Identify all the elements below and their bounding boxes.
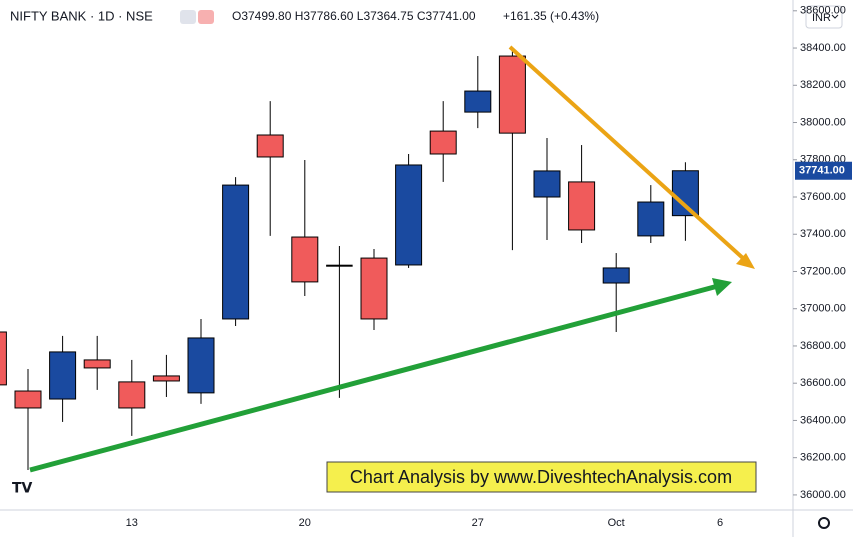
- candle-body: [498, 55, 526, 134]
- candle-body: [429, 130, 457, 155]
- candle-body: [118, 381, 146, 409]
- candle-body: [464, 90, 492, 113]
- indicator-toggle[interactable]: [180, 10, 196, 24]
- arrow-head: [712, 278, 732, 296]
- y-tick-label: 37400.00: [800, 228, 846, 240]
- candle-body: [222, 184, 250, 320]
- y-tick-label: 38200.00: [800, 79, 846, 91]
- settings-button[interactable]: [818, 517, 830, 529]
- currency-button[interactable]: [805, 5, 843, 29]
- candle-body: [395, 164, 423, 266]
- candle-body: [187, 337, 215, 394]
- last-price-label: 37741.00: [799, 165, 845, 177]
- x-tick-label: 6: [717, 517, 723, 529]
- chart-title: NIFTY BANK · 1D · NSE: [10, 8, 153, 23]
- x-tick-label: Oct: [608, 517, 625, 529]
- annotation-box: [326, 461, 757, 493]
- y-tick-label: 36200.00: [800, 452, 846, 464]
- arrow-head: [736, 253, 755, 269]
- support-trend-line: [29, 283, 719, 473]
- y-tick-label: 37600.00: [800, 191, 846, 203]
- y-tick-label: 36600.00: [800, 377, 846, 389]
- currency-label: INR: [812, 12, 831, 24]
- x-tick-label: 27: [472, 517, 484, 529]
- candle-body: [602, 267, 630, 284]
- candle-body: [83, 359, 111, 369]
- resistance-trend-line: [508, 45, 747, 262]
- y-tick-label: 38600.00: [800, 5, 846, 17]
- y-tick-label: 38000.00: [800, 116, 846, 128]
- candle-body: [533, 170, 561, 198]
- candle-body: [49, 351, 77, 400]
- last-price-tag: [795, 161, 852, 180]
- ohlc-legend: O37499.80 H37786.60 L37364.75 C37741.00: [232, 9, 476, 23]
- change-legend: +161.35 (+0.43%): [503, 9, 599, 23]
- candle-body: [152, 375, 180, 382]
- y-tick-label: 36800.00: [800, 340, 846, 352]
- y-tick-label: 36400.00: [800, 414, 846, 426]
- candle-body: [326, 264, 353, 267]
- candle-body: [360, 257, 388, 320]
- y-tick-label: 37000.00: [800, 303, 846, 315]
- y-tick-label: 36000.00: [800, 489, 846, 501]
- candle-body: [291, 236, 319, 283]
- candle-body: [568, 181, 596, 231]
- x-tick-label: 13: [126, 517, 138, 529]
- candle-body: [637, 201, 665, 237]
- candles: [0, 48, 699, 470]
- y-tick-label: 37200.00: [800, 265, 846, 277]
- candle-body: [256, 134, 284, 158]
- candle-body: [0, 331, 7, 386]
- tv-logo: 𝗧𝗩: [12, 480, 33, 496]
- y-tick-label: 38400.00: [800, 42, 846, 54]
- annotation: Chart Analysis by www.DiveshtechAnalysis…: [350, 467, 732, 487]
- chevron: [831, 14, 839, 19]
- x-tick-label: 20: [299, 517, 311, 529]
- candle-body: [14, 390, 42, 409]
- candle-body: [671, 170, 699, 217]
- indicator-toggle[interactable]: [198, 10, 214, 24]
- trend-lines: [29, 45, 755, 473]
